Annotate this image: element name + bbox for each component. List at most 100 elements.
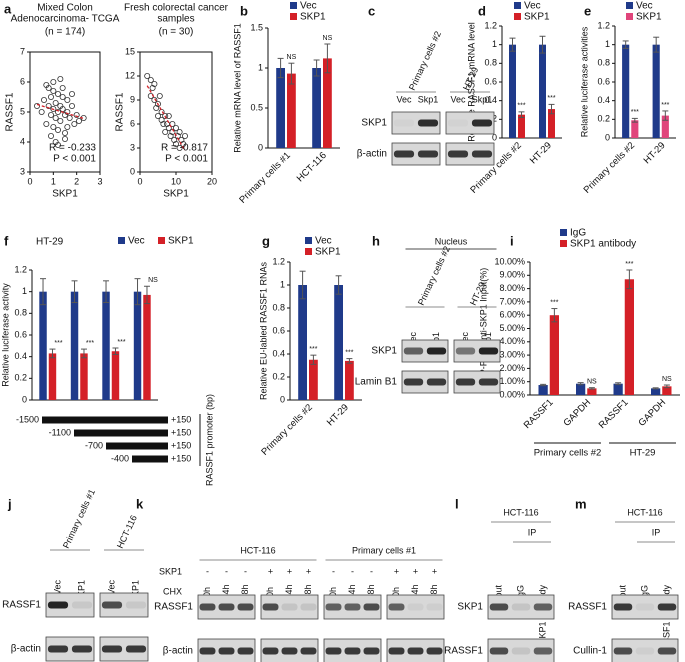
band xyxy=(388,603,405,611)
error-bar xyxy=(310,354,317,365)
condition-value: + xyxy=(268,566,273,576)
y-tick-label: 8.00% xyxy=(499,283,525,293)
legend-label: Vec xyxy=(315,236,332,247)
promoter-start: -1100 xyxy=(49,427,71,437)
significance-label: NS xyxy=(323,35,333,42)
x-tick-label: 0 xyxy=(137,176,142,186)
band xyxy=(407,647,424,655)
y-tick-label: 0.2 xyxy=(272,371,285,381)
point xyxy=(55,109,62,116)
point xyxy=(52,115,59,122)
band xyxy=(613,647,633,655)
condition-value: + xyxy=(394,566,399,576)
bar xyxy=(102,291,110,400)
band xyxy=(635,647,655,655)
column-header: HCT-116 xyxy=(240,545,275,555)
point xyxy=(55,91,62,98)
y-axis-title: Relative luciferase activities xyxy=(579,26,589,137)
condition-value: - xyxy=(225,566,228,576)
significance-label: *** xyxy=(345,349,353,356)
point xyxy=(52,100,59,107)
point xyxy=(62,135,69,142)
band xyxy=(533,647,553,655)
blot-strip xyxy=(453,339,501,363)
bar xyxy=(652,44,660,138)
y-tick-label: 0.4 xyxy=(14,351,27,361)
promoter-title: RASSF1 promoter (bp) xyxy=(204,394,214,486)
significance-label: *** xyxy=(86,340,94,347)
legend-label: SKP1 xyxy=(524,12,550,23)
condition-value: + xyxy=(413,566,418,576)
blot-strip xyxy=(611,638,679,662)
band xyxy=(447,150,469,158)
stat-annotation: R = -0.233 xyxy=(49,143,96,154)
panel-label: b xyxy=(240,3,248,18)
band xyxy=(511,647,531,655)
fit-line xyxy=(36,103,84,120)
lane-label: Vec xyxy=(52,580,62,596)
chart-subtitle: (n = 30) xyxy=(159,27,194,38)
band xyxy=(281,603,298,611)
group-label: HT-29 xyxy=(630,448,656,459)
point xyxy=(55,141,62,148)
y-tick-label: 0 xyxy=(258,142,263,152)
band xyxy=(426,347,447,355)
x-tick-label: 1 xyxy=(51,176,56,186)
point xyxy=(43,121,50,128)
error-bar xyxy=(335,275,342,295)
significance-label: *** xyxy=(309,346,317,353)
bar xyxy=(624,279,634,395)
band xyxy=(125,645,147,653)
band xyxy=(613,603,633,611)
error-bar xyxy=(663,384,670,389)
error-bar xyxy=(622,40,629,49)
condition-value: 48h xyxy=(303,584,313,599)
y-tick-label: 0.6 xyxy=(14,329,27,339)
y-axis-title: RASSF1 xyxy=(115,92,126,131)
legend-label: Vec xyxy=(524,1,541,12)
band xyxy=(300,603,317,611)
y-tick-label: 12 xyxy=(125,70,135,80)
panel-label: g xyxy=(262,233,270,248)
lane-label: IgG xyxy=(639,585,649,600)
y-tick-label: 0.8 xyxy=(597,58,610,68)
x-tick-label: HT-29 xyxy=(325,402,351,428)
chart-title: Fresh colorectal cancer xyxy=(124,3,229,14)
legend-swatch xyxy=(305,248,312,255)
y-tick-label: 0.8 xyxy=(484,58,497,68)
condition-value: 48h xyxy=(429,584,439,599)
promoter-end: +150 xyxy=(171,427,191,437)
error-bar xyxy=(551,308,558,323)
legend-swatch xyxy=(560,240,567,247)
significance-label: NS xyxy=(287,54,297,61)
point xyxy=(162,113,169,120)
bar xyxy=(39,291,47,400)
point xyxy=(57,118,64,125)
legend-swatch xyxy=(514,13,521,20)
promoter-start: -700 xyxy=(85,440,103,450)
error-bar xyxy=(588,387,595,390)
error-bar xyxy=(346,358,353,364)
bar xyxy=(576,383,586,395)
x-tick-label: Primary cells #1 xyxy=(237,150,293,206)
y-tick-label: 6 xyxy=(20,76,25,86)
row-label: SKP1 xyxy=(361,118,387,129)
y-tick-label: 6 xyxy=(130,118,135,128)
panel-label: i xyxy=(510,233,514,248)
band xyxy=(199,647,216,655)
bar xyxy=(587,388,597,395)
y-tick-label: 0.5 xyxy=(250,102,263,112)
point xyxy=(171,136,178,143)
point xyxy=(50,79,57,86)
significance-label: NS xyxy=(587,379,597,386)
y-tick-label: 1 xyxy=(280,279,285,289)
fit-line xyxy=(146,85,186,151)
condition-value: 0h xyxy=(265,587,275,597)
bar xyxy=(518,114,525,138)
band xyxy=(471,119,493,127)
band xyxy=(455,347,476,355)
error-bar xyxy=(652,387,659,390)
legend-label: SKP1 xyxy=(315,247,341,258)
point xyxy=(147,77,154,84)
y-tick-label: 0.6 xyxy=(272,325,285,335)
